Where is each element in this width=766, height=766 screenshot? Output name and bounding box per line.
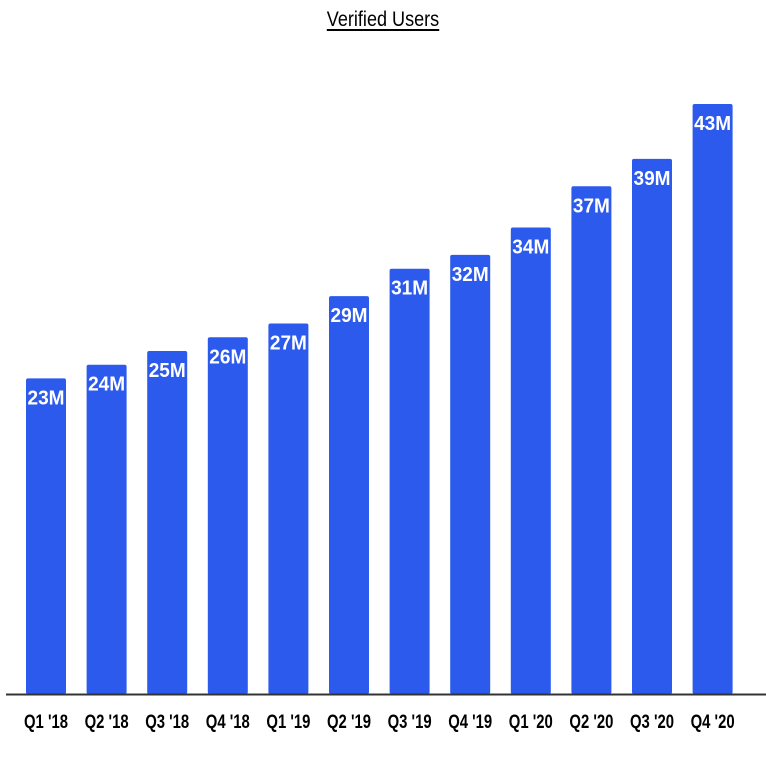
bar-value-label: 25M (149, 360, 186, 382)
bar-value-label: 31M (391, 278, 428, 300)
bar-value-label: 43M (694, 113, 731, 135)
x-tick-label: Q1 '20 (509, 712, 553, 733)
bar-value-label: 32M (452, 264, 489, 286)
x-tick-label: Q2 '20 (569, 712, 613, 733)
bar-9 (510, 227, 551, 694)
bar-7 (389, 268, 430, 694)
x-tick-label: Q1 '18 (24, 712, 68, 733)
bar-value-label: 29M (331, 305, 368, 327)
bar-4 (207, 337, 248, 694)
bar-value-label: 26M (209, 346, 246, 368)
bar-1 (26, 378, 66, 694)
bars-group: 23M 24M 25M 26M 27M 29M 31M 32M 34M 37M 39M 43M (26, 104, 733, 695)
bar-6 (329, 296, 369, 694)
bar-2 (86, 364, 127, 694)
bar-value-label: 39M (634, 168, 671, 190)
x-tick-label: Q2 '18 (85, 712, 129, 733)
x-tick-label: Q3 '19 (388, 712, 432, 733)
x-tick-labels: Q1 '18 Q2 '18 Q3 '18 Q4 '18 Q1 '19 Q2 '19 Q3 '… (24, 712, 735, 733)
bar-value-label: 27M (270, 333, 307, 355)
bar-value-label: 24M (88, 374, 125, 396)
bar-value-label: 34M (512, 237, 549, 259)
x-tick-label: Q4 '18 (206, 712, 250, 733)
bar-value-label: 37M (573, 195, 610, 217)
x-tick-label: Q1 '19 (266, 712, 310, 733)
bar-11 (632, 158, 672, 694)
x-tick-label: Q3 '18 (145, 712, 189, 733)
x-tick-label: Q2 '19 (327, 712, 371, 733)
bar-8 (450, 254, 491, 694)
bar-3 (147, 351, 188, 694)
bar-10 (571, 186, 612, 695)
bar-12 (692, 104, 733, 694)
x-tick-label: Q3 '20 (630, 712, 674, 733)
bar-value-label: 23M (28, 387, 65, 409)
bar-5 (268, 323, 309, 694)
chart-title: Verified Users (326, 8, 440, 31)
x-tick-label: Q4 '20 (691, 712, 735, 733)
x-tick-label: Q4 '19 (448, 712, 492, 733)
